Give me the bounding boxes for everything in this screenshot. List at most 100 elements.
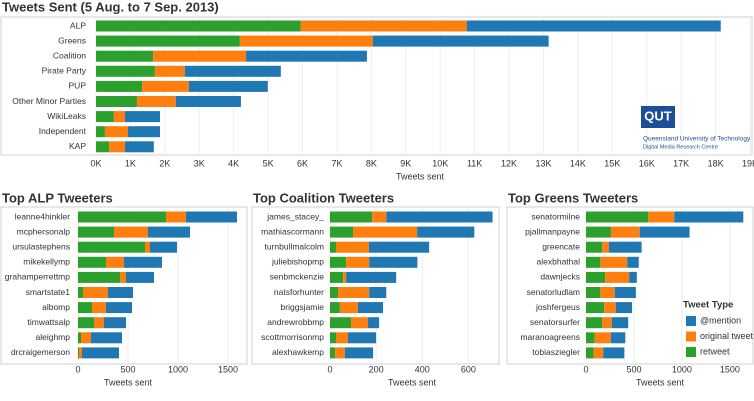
- y-tick-label: leanne4hinkler: [15, 211, 70, 221]
- bar-segment: [124, 141, 154, 153]
- bar-segment: [338, 287, 370, 298]
- y-tick-label: senatorsurfer: [530, 317, 580, 327]
- bar-segment: [175, 96, 241, 107]
- bar-segment: [586, 211, 649, 223]
- legend-swatch: [686, 331, 696, 342]
- y-tick-label: joshfergeus: [535, 302, 580, 312]
- bar-segment: [602, 317, 612, 329]
- bar-segment: [610, 226, 640, 238]
- x-tick-label: 10K: [432, 158, 448, 168]
- bar-segment: [343, 271, 347, 283]
- x-tick-label: 6K: [297, 158, 308, 168]
- x-axis-label: Tweets sent: [636, 377, 685, 387]
- x-tick-label: 1500: [218, 364, 238, 374]
- bar-segment: [346, 271, 397, 283]
- bar-segment: [615, 302, 633, 314]
- bar-segment: [78, 302, 92, 314]
- bar-segment: [246, 50, 367, 62]
- bar-segment: [166, 211, 186, 223]
- bar-segment: [350, 317, 369, 329]
- bar-segment: [126, 271, 154, 283]
- bar-segment: [335, 332, 348, 344]
- bar-segment: [96, 35, 240, 47]
- bar-segment: [148, 226, 190, 238]
- bar-segment: [603, 347, 625, 359]
- x-tick-label: 0K: [90, 158, 101, 168]
- bar-segment: [611, 317, 629, 329]
- bar-segment: [586, 241, 603, 253]
- bar-segment: [186, 211, 237, 223]
- bar-segment: [357, 302, 384, 314]
- bar-segment: [114, 226, 148, 238]
- bar-segment: [648, 211, 675, 223]
- bar-segment: [586, 226, 611, 238]
- legend-label: retweet: [700, 346, 730, 356]
- y-tick-label: aleighmp: [36, 332, 71, 342]
- bar-segment: [346, 256, 370, 268]
- x-tick-label: 18K: [708, 158, 724, 168]
- legend-label: original tweet: [700, 331, 754, 341]
- bar-segment: [78, 317, 94, 329]
- x-axis-label: Tweets sent: [396, 171, 445, 181]
- x-tick-label: 19K: [742, 158, 754, 168]
- bar-segment: [78, 271, 120, 283]
- bar-segment: [113, 111, 125, 123]
- bar-segment: [124, 111, 161, 123]
- bar-segment: [330, 241, 336, 253]
- x-tick-label: 2K: [159, 158, 170, 168]
- y-tick-label: tobiasziegler: [532, 347, 580, 357]
- bar-segment: [154, 65, 185, 77]
- y-tick-label: smartstate1: [26, 287, 71, 297]
- x-tick-label: 3K: [194, 158, 205, 168]
- bar-segment: [330, 287, 339, 298]
- bar-segment: [188, 80, 268, 92]
- x-tick-label: 13K: [535, 158, 551, 168]
- panel: [251, 206, 500, 365]
- panel: [506, 206, 754, 365]
- bar-segment: [94, 317, 104, 329]
- chart-title: Top Coalition Tweeters: [253, 190, 394, 205]
- y-tick-label: mcphersonalp: [17, 226, 71, 236]
- bar-segment: [96, 126, 105, 138]
- y-tick-label: pjallmanpayne: [525, 226, 580, 236]
- x-tick-label: 11K: [467, 158, 482, 168]
- bar-segment: [602, 241, 610, 253]
- bar-segment: [629, 271, 637, 283]
- bar-segment: [330, 302, 340, 314]
- bar-segment: [92, 302, 106, 314]
- bar-segment: [136, 96, 176, 107]
- x-tick-label: 4K: [228, 158, 239, 168]
- bar-segment: [386, 211, 493, 223]
- bar-segment: [239, 35, 373, 47]
- bar-segment: [330, 226, 354, 238]
- y-tick-label: Pirate Party: [42, 66, 87, 76]
- y-tick-label: Other Minor Parties: [12, 96, 86, 106]
- y-tick-label: Coalition: [53, 50, 86, 60]
- y-tick-label: natsforhunter: [274, 287, 324, 297]
- bar-segment: [104, 126, 129, 138]
- y-tick-label: timwattsalp: [27, 317, 70, 327]
- bar-segment: [369, 287, 387, 298]
- legend-label: @mention: [700, 315, 741, 325]
- bar-segment: [124, 256, 162, 268]
- bar-segment: [368, 241, 430, 253]
- bar-segment: [372, 35, 549, 47]
- x-tick-label: 8K: [366, 158, 377, 168]
- legend-swatch: [686, 316, 696, 326]
- x-tick-label: 1000: [168, 364, 188, 374]
- logo-box: [641, 106, 675, 128]
- x-tick-label: 1500: [720, 364, 740, 374]
- bar-segment: [120, 271, 126, 283]
- bar-segment: [184, 65, 281, 77]
- bar-segment: [145, 241, 150, 253]
- bar-segment: [83, 287, 108, 298]
- bar-segment: [78, 332, 81, 344]
- y-tick-label: PUP: [69, 81, 87, 91]
- x-axis-label: Tweets sent: [104, 377, 153, 387]
- bar-segment: [594, 332, 611, 344]
- bar-segment: [344, 347, 374, 359]
- bar-segment: [353, 226, 418, 238]
- panel: [0, 206, 248, 365]
- y-tick-label: maranoagreens: [520, 332, 580, 342]
